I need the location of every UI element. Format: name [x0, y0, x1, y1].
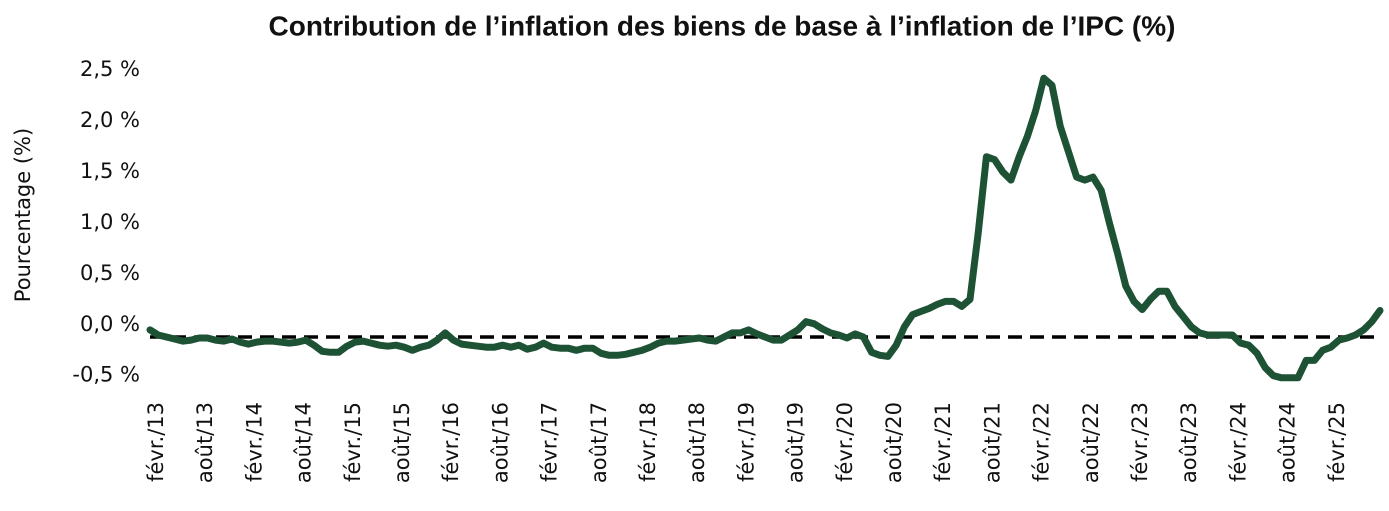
x-tick-label: févr./19 [734, 402, 758, 482]
x-tick-label: août/24 [1276, 402, 1300, 483]
x-tick-label: févr./22 [1030, 402, 1054, 482]
x-tick-label: févr./24 [1226, 402, 1250, 482]
x-tick-label: août/14 [292, 402, 316, 483]
x-tick-label: févr./18 [636, 402, 660, 482]
data-line [146, 74, 1384, 382]
y-tick-label: 2,5 % [80, 57, 140, 81]
chart-title: Contribution de l’inflation des biens de… [269, 10, 1176, 41]
x-tick-label: août/22 [1079, 402, 1103, 483]
x-tick-label: août/19 [784, 402, 808, 483]
x-tick-label: févr./17 [538, 402, 562, 482]
y-tick-label: 0,0 % [80, 312, 140, 336]
x-tick-label: août/21 [980, 402, 1004, 483]
x-tick-label: févr./14 [242, 402, 266, 482]
x-tick-label: août/15 [390, 402, 414, 483]
x-tick-label: août/13 [193, 402, 217, 483]
x-tick-label: août/18 [685, 402, 709, 483]
y-tick-label: 1,5 % [80, 159, 140, 183]
y-axis-label: Pourcentage (%) [11, 128, 35, 302]
x-tick-label: févr./20 [833, 402, 857, 482]
y-tick-label: 0,5 % [80, 261, 140, 285]
x-tick-label: févr./13 [144, 402, 168, 482]
x-tick-label: févr./16 [439, 402, 463, 482]
y-tick-label: 1,0 % [80, 210, 140, 234]
x-tick-label: févr./21 [931, 402, 955, 482]
x-tick-label: févr./15 [341, 402, 365, 482]
x-tick-label: août/23 [1177, 402, 1201, 483]
x-tick-label: août/20 [882, 402, 906, 483]
y-tick-label: -0,5 % [72, 363, 140, 387]
x-tick-label: août/16 [488, 402, 512, 483]
x-tick-label: août/17 [587, 402, 611, 483]
x-tick-label: févr./23 [1128, 402, 1152, 482]
y-tick-label: 2,0 % [80, 108, 140, 132]
x-tick-label: févr./25 [1325, 402, 1349, 482]
